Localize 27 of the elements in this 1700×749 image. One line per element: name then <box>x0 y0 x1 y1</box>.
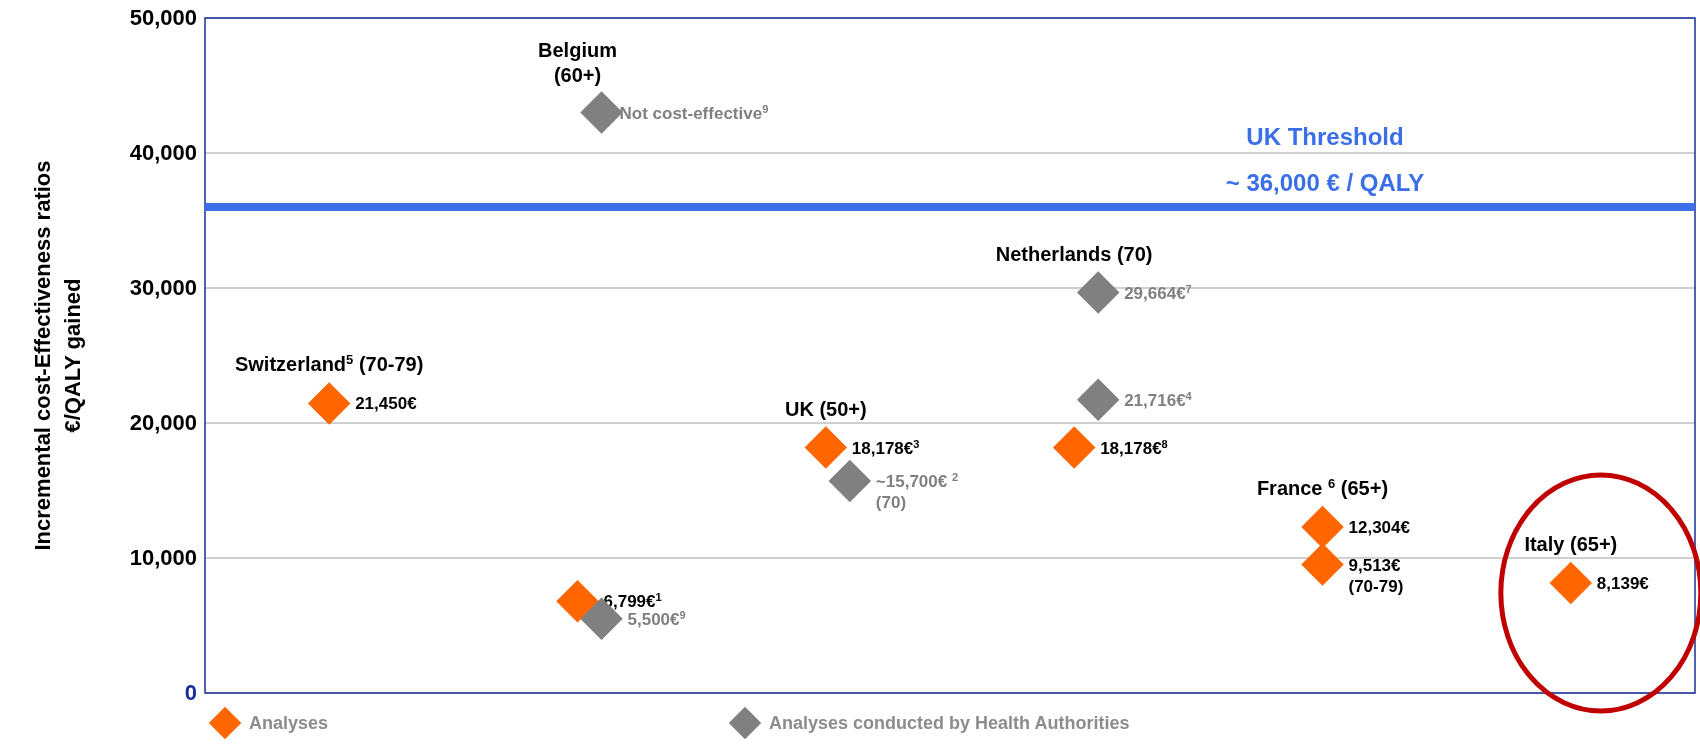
x-tick-label: Switzerland$^{5}$ (70-79) <box>234 351 424 376</box>
x-tick-label: Netherlands (70) <box>995 242 1153 265</box>
x-tick-label: France $^{6}$ (65+) <box>1256 475 1389 499</box>
x-tick-label: Belgium (60+) <box>538 38 617 86</box>
annotation: Not cost-effective$^{9}$ <box>619 102 769 123</box>
data-label: 9,513€ (70-79) <box>1348 555 1404 596</box>
data-label: 18,178€$^{8}$ <box>1100 437 1168 458</box>
data-label: 8,139€ <box>1596 574 1650 594</box>
data-label: 21,450€ <box>355 394 418 414</box>
x-tick-label: Italy (65+) <box>1524 533 1618 556</box>
y-tick-label: 40,000 <box>129 140 197 165</box>
y-tick-label: 30,000 <box>129 275 197 300</box>
data-label: 5,500€$^{9}$ <box>627 608 686 629</box>
ref-line-label: UK Threshold ~ 36,000 € / QALY <box>1225 123 1425 196</box>
data-label: 29,664€$^{7}$ <box>1124 282 1192 303</box>
x-tick-label: UK (50+) <box>784 397 867 420</box>
y-tick-label: 0 <box>184 680 197 705</box>
y-tick-label: 50,000 <box>129 5 197 30</box>
data-label: 12,304€ <box>1348 517 1411 537</box>
legend-label: Analyses conducted by Health Authorities <box>769 713 1130 733</box>
text: ~15,700€ $^{2}$ (70) <box>875 471 959 513</box>
y-axis-title: Incremental cost-Effectiveness ratios €/QALY gained <box>30 160 85 551</box>
data-label: 21,716€$^{4}$ <box>1124 389 1193 410</box>
y-tick-label: 20,000 <box>129 410 197 435</box>
data-label: 18,178€$^{3}$ <box>851 437 920 458</box>
legend-label: Analyses <box>249 713 329 733</box>
y-tick-label: 10,000 <box>129 545 197 570</box>
